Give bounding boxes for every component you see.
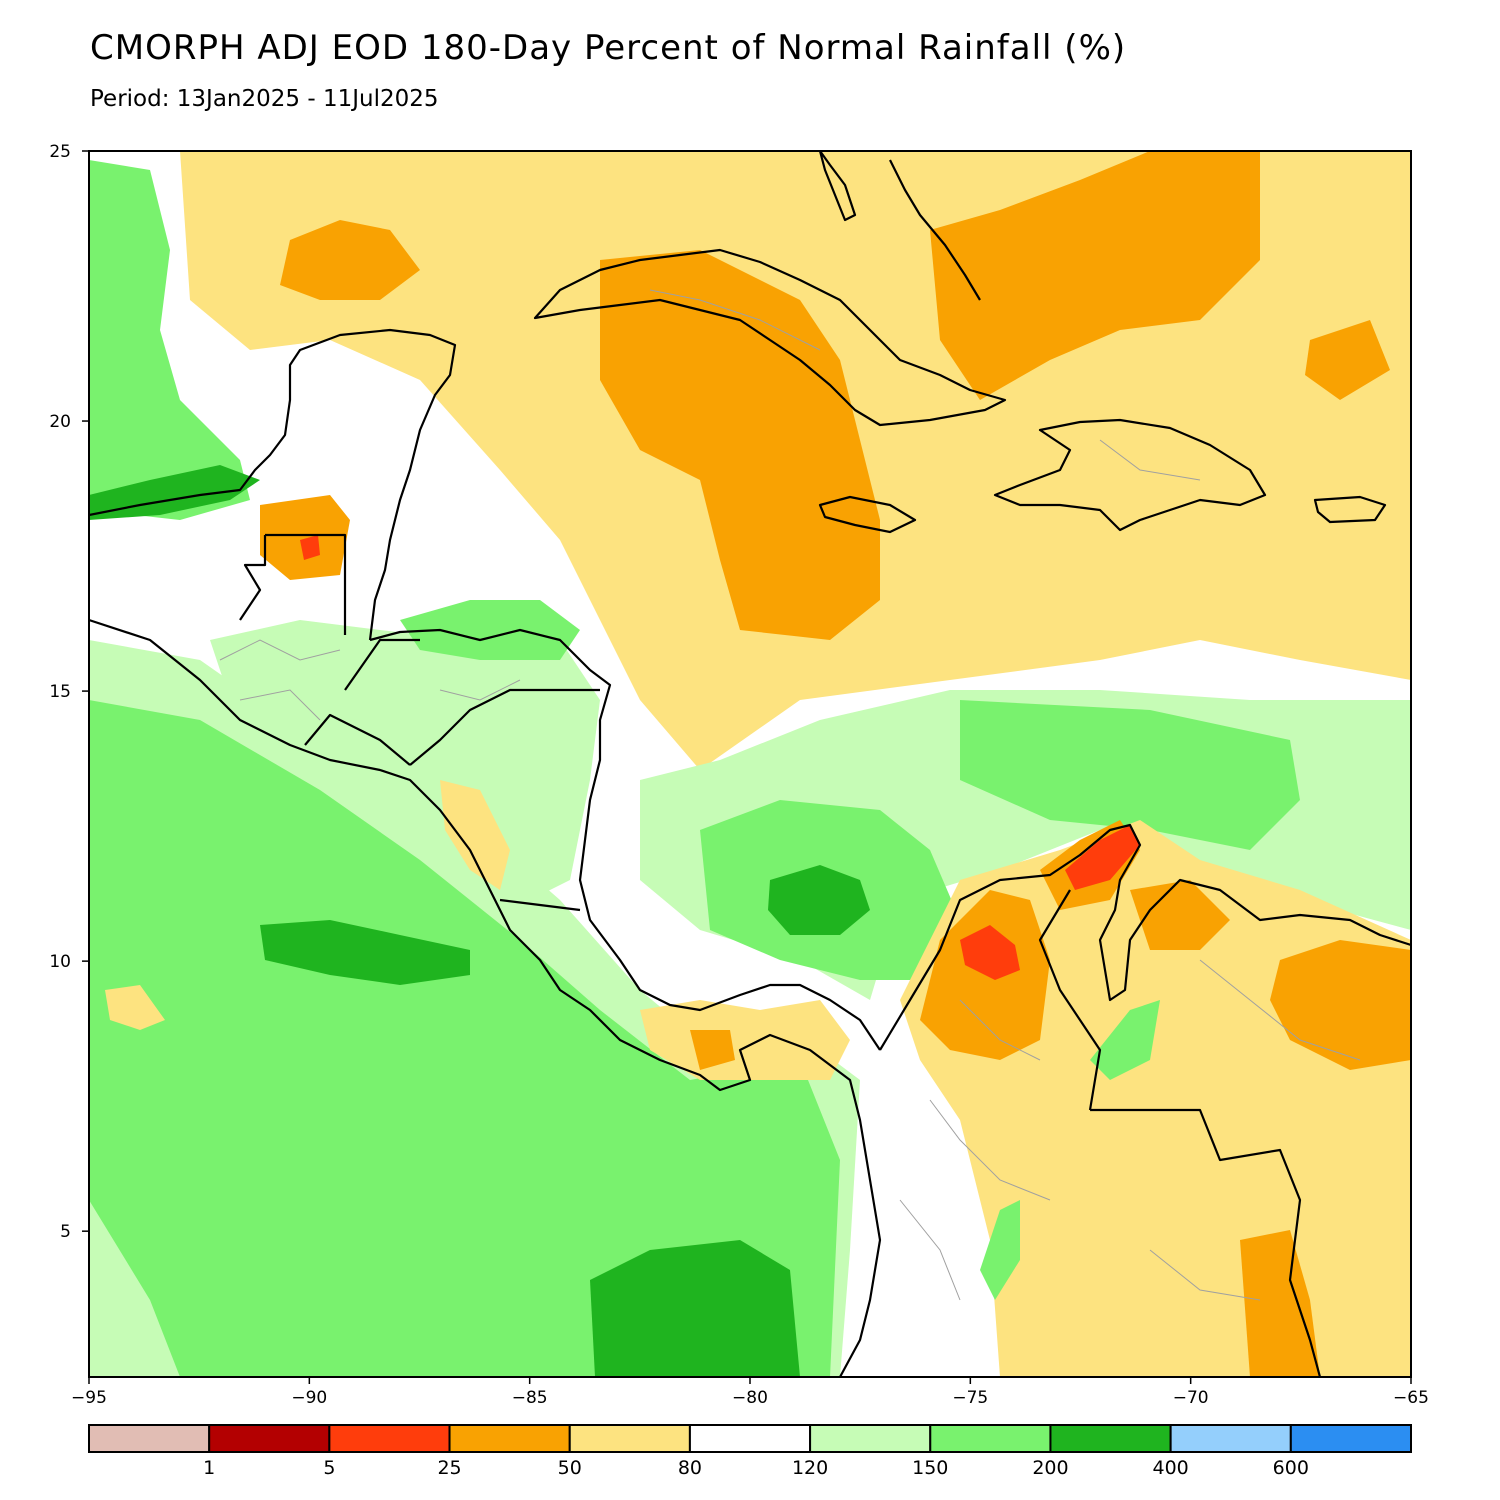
latitude-axis: 25 20 15 10 5	[49, 142, 89, 1242]
florida-coast	[818, 151, 857, 222]
legend-label: 400	[1153, 1457, 1189, 1479]
legend-label: 80	[678, 1457, 702, 1479]
legend-label: 120	[792, 1457, 828, 1479]
cuba-coast	[533, 248, 1007, 427]
bahamas-coast	[889, 159, 981, 301]
map-title: CMORPH ADJ EOD 180-Day Percent of Normal…	[90, 28, 1127, 68]
colombia-dry-red-region	[960, 925, 1020, 980]
legend-label: 600	[1273, 1457, 1309, 1479]
legend-swatch	[448, 1424, 571, 1453]
lon-tick-label: −75	[952, 1388, 988, 1408]
yucatan-dry-orange-region	[260, 495, 350, 580]
pacific-wet-medium-region	[89, 700, 840, 1377]
colombia-venezuela-border	[1038, 889, 1322, 1377]
hispaniola-coast	[993, 418, 1267, 532]
honduras-wet-medium-region	[400, 600, 580, 660]
venezuela-south-dry-orange-region	[1240, 1230, 1320, 1377]
legend-swatch	[88, 1424, 211, 1453]
legend-swatch	[208, 1424, 331, 1453]
puerto-rico-coast	[1313, 495, 1387, 524]
gulf-dry-orange-region	[280, 220, 420, 300]
panama-dry-orange-region	[690, 1030, 735, 1070]
jamaica-coast	[818, 495, 917, 534]
colombia-andes-wet-region	[980, 1200, 1020, 1300]
lat-tick-label: 15	[49, 682, 71, 702]
lon-tick-label: −90	[291, 1388, 327, 1408]
central-america-pacific-coast	[89, 618, 882, 1377]
legend-label: 5	[323, 1457, 335, 1479]
legend-swatch	[1169, 1424, 1292, 1453]
caribbean-dry-orange-region-1	[600, 250, 880, 640]
gulf-wet-region	[89, 160, 250, 520]
lon-tick-label: −70	[1173, 1388, 1209, 1408]
map-plot-area	[89, 151, 1411, 1377]
central-america-caribbean-coast	[369, 628, 881, 1051]
peten-dry-red-spot	[300, 535, 320, 560]
legend-swatch	[688, 1424, 812, 1453]
legend-label: 1	[203, 1457, 215, 1479]
belize-guatemala-border	[239, 533, 347, 635]
mexico-gulf-coast	[89, 328, 457, 641]
lat-tick-label: 5	[60, 1222, 71, 1242]
internal-boundaries	[219, 289, 1361, 1301]
lon-tick-label: −85	[512, 1388, 548, 1408]
venezuela-dry-orange-region	[1270, 940, 1411, 1070]
pacific-wet-dark-region-2	[590, 1240, 800, 1377]
east-caribbean-dry-region	[1305, 320, 1390, 400]
pacific-wet-dark-region-1	[260, 920, 470, 985]
panama-dry-region	[640, 1000, 850, 1080]
lat-tick-label: 25	[49, 142, 71, 162]
coastlines	[89, 151, 1411, 1377]
el-salvador-border	[304, 713, 411, 766]
south-caribbean-wet-dark-region-1	[768, 865, 870, 935]
longitude-axis: −95 −90 −85 −80 −75 −70 −65	[71, 1377, 1429, 1408]
legend-swatch	[1049, 1424, 1172, 1453]
legend-label: 50	[558, 1457, 582, 1479]
legend-label: 25	[437, 1457, 461, 1479]
south-caribbean-wet-medium-region-2	[960, 700, 1300, 850]
guajira-dry-red-region	[1065, 825, 1140, 890]
west-pacific-dry-patch	[105, 985, 165, 1030]
lon-tick-label: −95	[71, 1388, 107, 1408]
rainfall-field	[89, 151, 1411, 1377]
lat-tick-label: 20	[49, 412, 71, 432]
legend-swatch	[328, 1424, 451, 1453]
legend-swatch	[929, 1424, 1052, 1453]
nicaragua-dry-region	[440, 780, 510, 890]
caribbean-dry-orange-region-2	[930, 151, 1260, 400]
map-period: Period: 13Jan2025 - 11Jul2025	[90, 86, 439, 112]
legend-label: 150	[912, 1457, 948, 1479]
south-america-caribbean-coast	[879, 823, 1411, 1051]
color-legend: 1 5 25 50 80 120 150 200 400 600	[88, 1424, 1413, 1479]
honduras-border	[344, 638, 600, 766]
lon-tick-label: −80	[732, 1388, 768, 1408]
andes-wet-region	[1090, 1000, 1160, 1080]
legend-swatch	[1289, 1424, 1413, 1453]
lon-tick-label: −65	[1393, 1388, 1429, 1408]
nicaragua-costa-rica-border	[499, 898, 581, 912]
venezuela-west-dry-orange-region	[1130, 880, 1230, 950]
legend-swatch	[568, 1424, 691, 1453]
legend-label: 200	[1032, 1457, 1068, 1479]
legend-swatch	[809, 1424, 932, 1453]
lat-tick-label: 10	[49, 952, 71, 972]
